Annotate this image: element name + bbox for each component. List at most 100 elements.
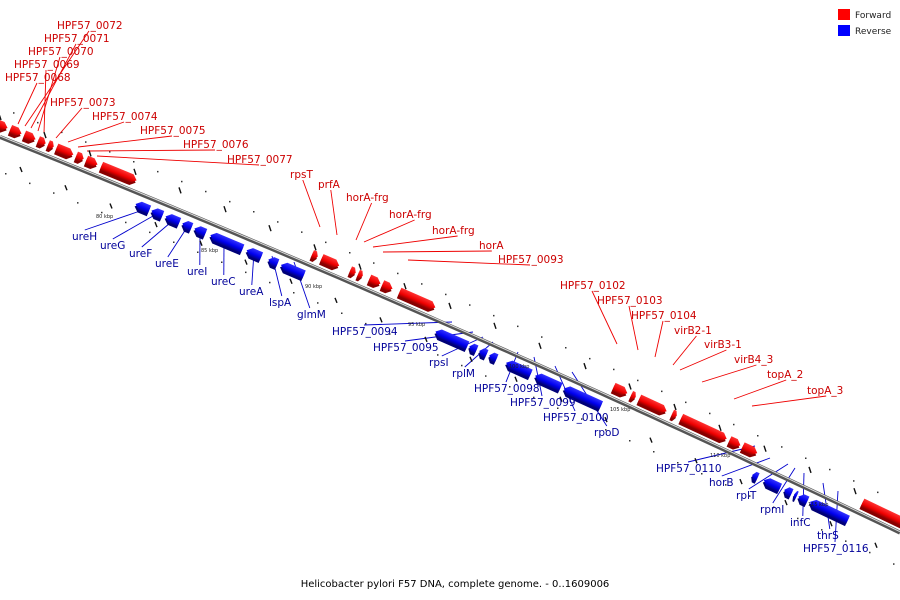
gene-arrow xyxy=(628,390,636,403)
gene-label-forward: topA_2 xyxy=(767,369,803,381)
scale-tick-label: 80 kbp xyxy=(96,214,113,220)
gene-arrow xyxy=(280,262,306,282)
gene-label-forward: HPF57_0068 xyxy=(5,72,71,84)
gene-arrow xyxy=(45,140,54,153)
gene-label-reverse: rpoD xyxy=(594,427,620,439)
legend-forward-swatch xyxy=(838,9,850,20)
gene-label-forward: HPF57_0104 xyxy=(631,310,697,322)
gene-arrow xyxy=(396,287,436,312)
gene-label-forward: HPF57_0076 xyxy=(183,139,249,151)
gene-arrow xyxy=(636,394,667,416)
gene-label-forward: HPF57_0070 xyxy=(28,46,94,58)
gene-label-forward: topA_3 xyxy=(807,385,843,397)
gene-label-reverse: glmM xyxy=(297,309,326,321)
gene-label-forward: HPF57_0069 xyxy=(14,59,80,71)
gene-label-reverse: HPF57_0095 xyxy=(373,342,439,354)
gene-arrow xyxy=(379,280,393,294)
legend-reverse-label: Reverse xyxy=(855,27,892,37)
gene-arrow xyxy=(7,124,22,139)
scale-tick-label: 85 kbp xyxy=(201,248,218,254)
gene-arrow xyxy=(669,409,677,422)
gene-label-reverse: infC xyxy=(790,517,811,529)
legend-reverse-swatch xyxy=(838,25,850,36)
gene-label-reverse: HPF57_0098 xyxy=(474,383,540,395)
gene-label-reverse: ureA xyxy=(239,286,264,298)
gene-label-reverse: HPF57_0100 xyxy=(543,412,609,424)
gene-arrow xyxy=(355,269,363,282)
gene-arrow xyxy=(468,343,479,357)
gene-arrow xyxy=(792,490,799,502)
gene-label-forward: HPF57_0077 xyxy=(227,154,293,166)
gene-arrow xyxy=(808,499,850,527)
legend: Forward Reverse xyxy=(838,9,892,37)
gene-arrow xyxy=(534,373,563,394)
gene-label-reverse: HPF57_0116 xyxy=(803,543,869,555)
gene-label-reverse: ureH xyxy=(72,231,97,243)
gene-label-forward: HPF57_0073 xyxy=(50,97,116,109)
gene-label-forward: virB4_3 xyxy=(734,354,773,366)
scale-tick-label: 115 kbp xyxy=(808,502,828,508)
gene-label-reverse: rpmI xyxy=(760,504,784,516)
gene-arrow xyxy=(783,487,794,500)
gene-label-reverse: rplT xyxy=(736,490,757,502)
gene-arrow xyxy=(150,208,165,222)
gene-label-reverse: HPF57_0099 xyxy=(510,397,576,409)
gene-arrow xyxy=(193,226,208,240)
gene-arrow xyxy=(35,136,46,149)
gene-label-reverse: ureI xyxy=(187,266,207,278)
gene-label-forward: virB3-1 xyxy=(704,339,742,351)
gene-label-reverse: ureF xyxy=(129,248,152,260)
gene-arrow xyxy=(434,329,470,353)
gene-arrow xyxy=(83,155,98,170)
label-lines xyxy=(17,30,839,543)
gene-arrow xyxy=(797,494,810,508)
gene-arrow xyxy=(267,257,280,270)
gene-arrow xyxy=(209,232,245,256)
gene-arrow xyxy=(751,471,760,484)
gene-arrow xyxy=(98,161,137,185)
genome-backbone xyxy=(0,135,900,535)
gene-label-forward: horA-frg xyxy=(432,225,475,237)
gene-label-forward: horA xyxy=(479,240,504,252)
gene-arrow xyxy=(678,413,727,444)
gene-labels: HPF57_0072HPF57_0071HPF57_0070HPF57_0069… xyxy=(5,20,869,555)
gene-label-reverse: ureE xyxy=(155,258,179,270)
gene-arrow xyxy=(54,143,74,160)
gene-label-forward: HPF57_0103 xyxy=(597,295,663,307)
gene-arrow xyxy=(366,274,381,289)
gene-arrow xyxy=(562,386,604,412)
gene-label-forward: HPF57_0072 xyxy=(57,20,123,32)
gene-label-reverse: ureC xyxy=(211,276,236,288)
scale-tick-label: 105 kbp xyxy=(610,407,630,413)
gene-arrow xyxy=(739,442,758,458)
gene-arrows xyxy=(0,119,900,529)
gene-label-forward: HPF57_0071 xyxy=(44,33,110,45)
gene-label-forward: horA-frg xyxy=(346,192,389,204)
gene-label-reverse: ureG xyxy=(100,240,125,252)
gene-label-forward: prfA xyxy=(318,179,341,191)
gene-arrow xyxy=(164,214,182,229)
gene-arrow xyxy=(134,201,152,217)
gene-arrow xyxy=(245,248,264,263)
gene-arrow xyxy=(859,498,900,529)
gene-label-reverse: HPF57_0094 xyxy=(332,326,398,338)
gene-label-reverse: lspA xyxy=(269,297,292,309)
gene-arrow xyxy=(309,250,318,262)
gene-label-forward: HPF57_0074 xyxy=(92,111,158,123)
gene-arrow xyxy=(347,266,356,279)
gene-label-reverse: horB xyxy=(709,477,734,489)
map-caption: Helicobacter pylori F57 DNA, complete ge… xyxy=(301,579,610,590)
gene-label-reverse: rplM xyxy=(452,368,475,380)
gene-arrow xyxy=(0,119,8,133)
scale-dots xyxy=(5,112,895,565)
gene-arrow xyxy=(505,360,533,381)
gene-arrow xyxy=(726,436,741,450)
gene-label-forward: horA-frg xyxy=(389,209,432,221)
gene-arrow xyxy=(319,254,340,271)
gene-label-forward: HPF57_0075 xyxy=(140,125,206,137)
gene-label-forward: HPF57_0102 xyxy=(560,280,626,292)
gene-arrow xyxy=(181,220,194,234)
gene-label-forward: rpsT xyxy=(290,169,313,181)
gene-label-forward: HPF57_0093 xyxy=(498,254,564,266)
